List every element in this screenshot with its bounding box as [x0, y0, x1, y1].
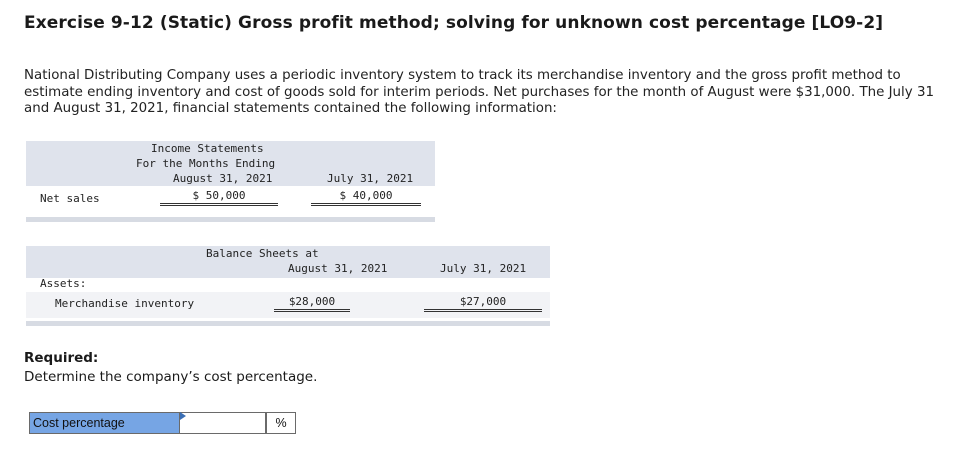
- net-sales-july-value: $ 40,000: [311, 189, 421, 206]
- income-statements-subheading: For the Months Ending: [136, 157, 276, 170]
- net-sales-label: Net sales: [40, 192, 100, 205]
- net-sales-august-value: $ 50,000: [160, 189, 278, 206]
- exercise-title: Exercise 9-12 (Static) Gross profit meth…: [24, 13, 884, 33]
- inventory-august-value: $28,000: [274, 295, 350, 312]
- required-instruction: Determine the company’s cost percentage.: [24, 369, 318, 385]
- problem-description: National Distributing Company uses a per…: [24, 68, 934, 116]
- income-col-august-header: August 31, 2021: [173, 172, 273, 185]
- balance-sheets-bottom-bar: [26, 321, 550, 326]
- balance-col-august-header: August 31, 2021: [288, 262, 388, 275]
- merchandise-inventory-row: [26, 292, 550, 318]
- income-statements-bottom-bar: [26, 217, 435, 222]
- net-sales-row: [26, 187, 435, 215]
- income-col-july-header: July 31, 2021: [327, 172, 414, 185]
- assets-row: [26, 278, 550, 292]
- input-marker-icon: [180, 412, 186, 420]
- income-statements-heading: Income Statements: [151, 142, 264, 155]
- income-statements-header: [26, 141, 435, 186]
- balance-sheets-header: [26, 246, 550, 278]
- inventory-july-value: $27,000: [424, 295, 542, 312]
- balance-sheets-heading: Balance Sheets at: [206, 247, 319, 260]
- cost-percentage-input[interactable]: [180, 412, 266, 434]
- merchandise-inventory-label: Merchandise inventory: [55, 297, 195, 310]
- assets-label: Assets:: [40, 277, 87, 290]
- balance-col-july-header: July 31, 2021: [440, 262, 527, 275]
- percent-unit-label: %: [266, 412, 296, 434]
- required-label: Required:: [24, 350, 99, 366]
- cost-percentage-label: Cost percentage: [29, 412, 180, 434]
